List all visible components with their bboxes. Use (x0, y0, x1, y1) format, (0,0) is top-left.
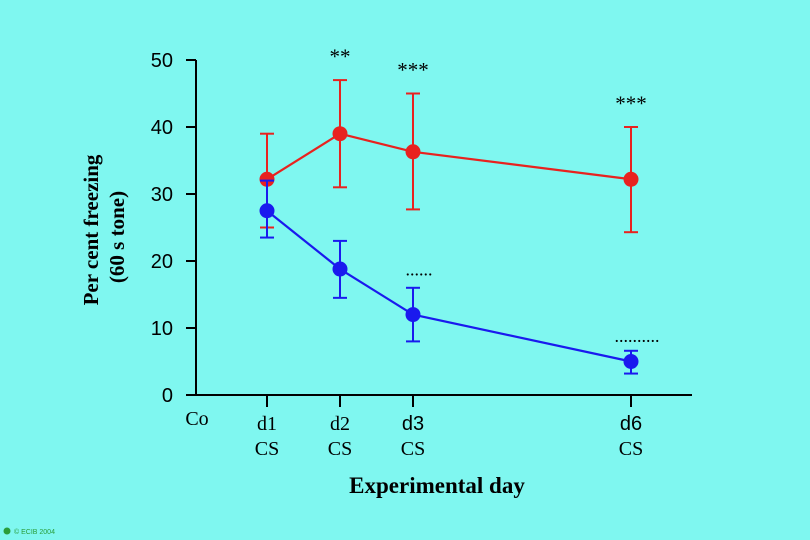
copyright-note: © ECIB 2004 (14, 528, 55, 536)
data-point (332, 261, 348, 277)
series-line (266, 209, 632, 363)
significance-annotation: ...... (406, 260, 433, 280)
series-red (259, 79, 639, 234)
significance-annotation: ** (330, 44, 351, 68)
y-tick-label: 0 (162, 385, 173, 407)
copyright-icon (3, 527, 11, 535)
data-point (405, 307, 421, 323)
data-point (259, 203, 275, 219)
significance-annotation: .......... (615, 326, 660, 346)
x-tick-label: Co (185, 408, 208, 430)
y-axis-label-line-1: Per cent freezing (79, 154, 103, 305)
y-tick-label: 10 (151, 318, 173, 340)
x-tick-label: d6 (620, 413, 642, 435)
x-tick-sublabel: CS (255, 438, 279, 460)
x-tick-label: d3 (402, 413, 424, 435)
x-tick-sublabel: CS (328, 438, 352, 460)
significance-annotation: *** (615, 91, 647, 115)
y-tick-label: 40 (151, 117, 173, 139)
significance-annotation: *** (397, 58, 429, 82)
x-tick-label: d1 (257, 413, 277, 435)
data-point (405, 144, 421, 160)
series-line (266, 132, 632, 181)
x-tick-sublabel: CS (619, 438, 643, 460)
y-axis-label-line-2: (60 s tone) (105, 191, 129, 283)
y-tick-label: 30 (151, 184, 173, 206)
y-tick-label: 50 (151, 50, 173, 72)
x-tick-label: d2 (330, 413, 350, 435)
data-point (623, 171, 639, 187)
series-blue (259, 179, 639, 375)
x-axis-label: Experimental day (349, 473, 525, 498)
y-tick-label: 20 (151, 251, 173, 273)
data-point (332, 126, 348, 142)
data-point (623, 354, 639, 369)
data-point (259, 171, 275, 187)
x-tick-sublabel: CS (401, 438, 425, 460)
